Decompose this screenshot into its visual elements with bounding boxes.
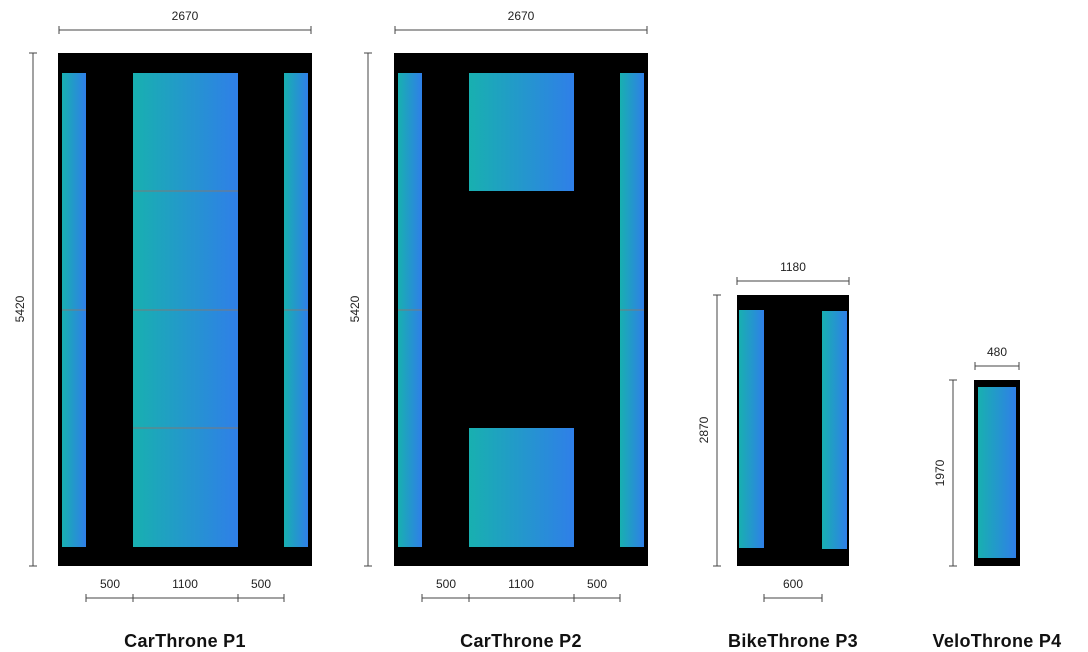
unit-title: BikeThrone P3 bbox=[728, 631, 858, 651]
width-label: 2670 bbox=[508, 9, 535, 23]
bottom-dimensions: 500 1100 500 bbox=[85, 577, 285, 602]
height-label: 5420 bbox=[13, 295, 27, 322]
width-label: 1180 bbox=[780, 260, 806, 274]
unit-title: CarThrone P2 bbox=[460, 631, 582, 651]
center-panel bbox=[978, 387, 1016, 558]
right-panel bbox=[822, 311, 847, 549]
bottom-label-center: 1100 bbox=[172, 577, 198, 591]
bottom-label-center: 600 bbox=[783, 577, 803, 591]
center-panel-bottom bbox=[469, 428, 574, 547]
bottom-label-center: 1100 bbox=[508, 577, 534, 591]
height-label: 1970 bbox=[933, 459, 947, 486]
unit-velothrone-p4: 480 1970 VeloThrone P4 bbox=[933, 345, 1062, 651]
left-panel bbox=[739, 310, 764, 548]
unit-title: CarThrone P1 bbox=[124, 631, 246, 651]
unit-title: VeloThrone P4 bbox=[933, 631, 1062, 651]
width-dimension: 480 bbox=[974, 345, 1020, 370]
height-label: 2870 bbox=[697, 416, 711, 443]
width-dimension: 1180 bbox=[736, 260, 850, 285]
width-label: 2670 bbox=[172, 9, 199, 23]
width-label: 480 bbox=[987, 345, 1007, 359]
bottom-dimensions: 500 1100 500 bbox=[421, 577, 621, 602]
unit-bikethrone-p3: 1180 2870 600 BikeThrone P3 bbox=[697, 260, 858, 651]
height-dimension: 5420 bbox=[13, 52, 37, 567]
unit-carthrone-p2: 2670 5420 500 1100 500 CarThrone P2 bbox=[348, 9, 648, 651]
unit-carthrone-p1: 2670 5420 500 1100 500 Car bbox=[13, 9, 312, 651]
bottom-label-right: 500 bbox=[251, 577, 271, 591]
height-dimension: 1970 bbox=[933, 379, 957, 567]
bottom-label-right: 500 bbox=[587, 577, 607, 591]
width-dimension: 2670 bbox=[394, 9, 648, 34]
height-label: 5420 bbox=[348, 295, 362, 322]
bottom-dimensions: 600 bbox=[763, 577, 823, 602]
bottom-label-left: 500 bbox=[436, 577, 456, 591]
height-dimension: 5420 bbox=[348, 52, 372, 567]
center-panel-top bbox=[469, 73, 574, 191]
width-dimension: 2670 bbox=[58, 9, 312, 34]
bottom-label-left: 500 bbox=[100, 577, 120, 591]
height-dimension: 2870 bbox=[697, 294, 721, 567]
